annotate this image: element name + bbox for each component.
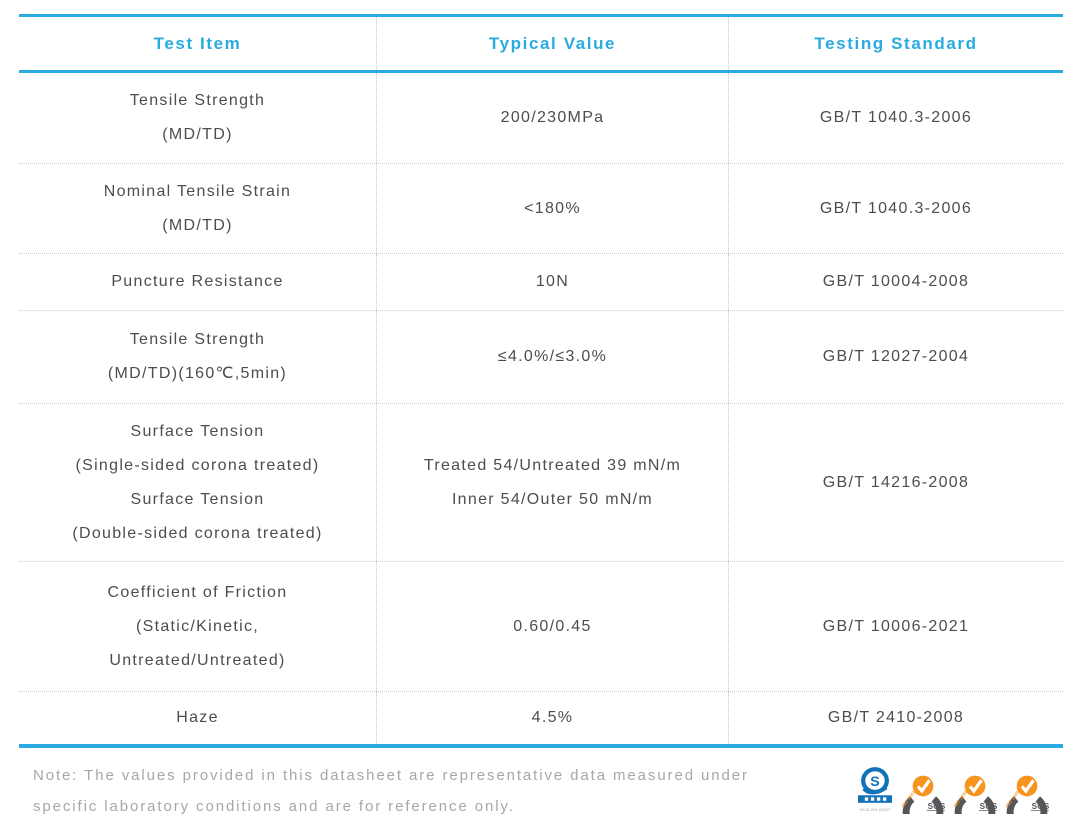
table-row: Tensile Strength (MD/TD)(160℃,5min) ≤4.0%/… (19, 310, 1063, 403)
qs-emblem-s: S (870, 774, 879, 790)
qs-license-code: XK16-204-00027 (859, 808, 890, 812)
test-item-cell: Nominal Tensile Strain (MD/TD) (19, 164, 376, 253)
table-row: Nominal Tensile Strain (MD/TD) <180% GB/T 1… (19, 163, 1063, 253)
cell-line: Puncture Resistance (111, 273, 284, 290)
test-item-cell: Tensile Strength (MD/TD) (19, 73, 376, 163)
sgs-check-icon (968, 779, 983, 794)
header-testing-standard: Testing Standard (728, 17, 1063, 70)
cell-line: GB/T 1040.3-2006 (819, 199, 973, 217)
sgs-brand-text: SGS (980, 802, 998, 811)
cell-line: GB/T 2410-2008 (827, 709, 965, 726)
cell-line: (MD/TD) (162, 126, 233, 143)
qs-band-text (882, 797, 887, 801)
sgs-brand-underline (1030, 810, 1049, 811)
cell-line: (MD/TD) (162, 216, 233, 234)
table-row: Tensile Strength (MD/TD) 200/230MPa GB/T 10… (19, 73, 1063, 163)
test-item-cell: Tensile Strength (MD/TD)(160℃,5min) (19, 311, 376, 403)
cell-line: Inner 54/Outer 50 mN/m (451, 490, 654, 508)
cell-line: Surface Tension (130, 422, 265, 440)
qs-production-license-logo: S XK16-204-00027 (858, 766, 892, 815)
cell-line: (Single-sided corona treated) (75, 456, 320, 474)
testing-standard-cell: GB/T 12027-2004 (728, 311, 1063, 403)
testing-standard-cell: GB/T 14216-2008 (728, 404, 1063, 561)
table-body: Tensile Strength (MD/TD) 200/230MPa GB/T 10… (19, 73, 1063, 744)
typical-value-cell: 4.5% (376, 692, 728, 744)
typical-value-cell: 10N (376, 254, 728, 310)
cell-line: Haze (176, 709, 219, 726)
cell-line: Untreated/Untreated) (109, 651, 286, 669)
testing-standard-cell: GB/T 2410-2008 (728, 692, 1063, 744)
test-data-table: Test Item Typical Value Testing Standard… (19, 14, 1063, 748)
sgs-brand-text: SGS (928, 802, 946, 811)
note-text: Note: The values provided in this datash… (33, 767, 749, 815)
testing-standard-cell: GB/T 1040.3-2006 (728, 164, 1063, 253)
cell-line: Tensile Strength (129, 92, 266, 109)
qs-emblem-wave (862, 787, 888, 795)
testing-standard-cell: GB/T 10006-2021 (728, 562, 1063, 691)
test-item-cell: Puncture Resistance (19, 254, 376, 310)
cell-line: (MD/TD)(160℃,5min) (107, 365, 288, 382)
sgs-arc (954, 796, 996, 814)
sgs-brand-underline (978, 810, 997, 811)
table-row: Coefficient of Friction (Static/Kinetic, U… (19, 561, 1063, 691)
qs-band-text (876, 797, 881, 801)
cell-line: Tensile Strength (129, 331, 266, 348)
cell-line: GB/T 14216-2008 (822, 473, 970, 491)
typical-value-cell: 200/230MPa (376, 73, 728, 163)
qs-band-text (870, 797, 875, 801)
header-test-item: Test Item (153, 33, 242, 53)
table-row: Puncture Resistance 10N GB/T 10004-2008 (19, 253, 1063, 310)
sgs-brand-text: SGS (1032, 802, 1050, 811)
table-header-row: Test Item Typical Value Testing Standard (19, 17, 1063, 73)
cell-line: 200/230MPa (500, 109, 605, 126)
cell-line: 0.60/0.45 (513, 617, 592, 635)
typical-value-cell: 0.60/0.45 (376, 562, 728, 691)
cell-line: GB/T 12027-2004 (822, 348, 970, 365)
cell-line: (Static/Kinetic, (135, 617, 260, 635)
test-item-cell: Coefficient of Friction (Static/Kinetic, U… (19, 562, 376, 691)
testing-standard-cell: GB/T 1040.3-2006 (728, 73, 1063, 163)
typical-value-cell: Treated 54/Untreated 39 mN/m Inner 54/Out… (376, 404, 728, 561)
cell-line: <180% (524, 199, 581, 217)
cell-line: GB/T 1040.3-2006 (819, 109, 973, 126)
qs-band-text (864, 797, 869, 801)
typical-value-cell: <180% (376, 164, 728, 253)
cell-line: Treated 54/Untreated 39 mN/m (423, 456, 682, 474)
cell-line: (Double-sided corona treated) (72, 524, 323, 542)
cell-line: Surface Tension (130, 490, 265, 508)
test-item-cell: Haze (19, 692, 376, 744)
cell-line: ≤4.0%/≤3.0% (497, 348, 608, 365)
header-typical-value: Typical Value (376, 17, 728, 70)
table-row: Surface Tension (Single-sided corona trea… (19, 403, 1063, 561)
cell-line: Nominal Tensile Strain (103, 182, 292, 200)
cell-line: 10N (535, 273, 570, 290)
typical-value-cell: ≤4.0%/≤3.0% (376, 311, 728, 403)
testing-standard-cell: GB/T 10004-2008 (728, 254, 1063, 310)
qs-band (858, 795, 892, 803)
test-item-cell: Surface Tension (Single-sided corona trea… (19, 404, 376, 561)
cell-line: GB/T 10004-2008 (822, 273, 970, 290)
sgs-check-icon (1020, 779, 1035, 794)
sgs-arc (1006, 796, 1048, 814)
sgs-check-icon (916, 779, 931, 794)
cell-line: Coefficient of Friction (107, 583, 288, 601)
cell-line: 4.5% (531, 709, 574, 726)
cell-line: GB/T 10006-2021 (822, 617, 970, 635)
sgs-arc (902, 796, 944, 814)
sgs-brand-underline (926, 810, 945, 811)
table-row: Haze 4.5% GB/T 2410-2008 (19, 691, 1063, 744)
